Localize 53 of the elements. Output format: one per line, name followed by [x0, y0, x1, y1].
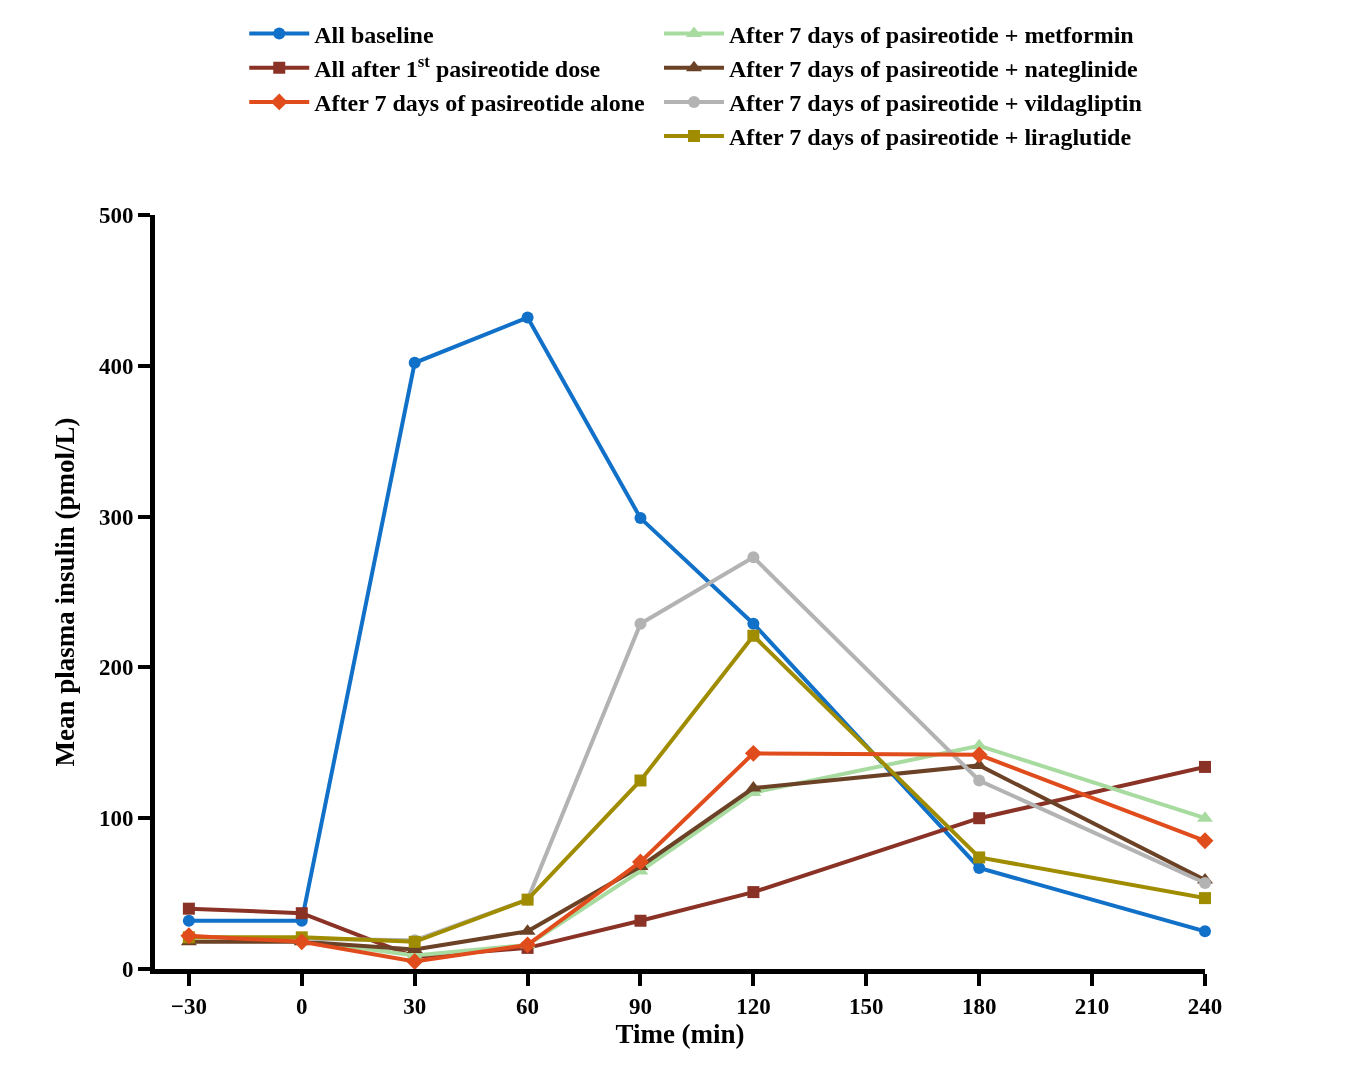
point: [632, 853, 649, 871]
point: [634, 914, 647, 927]
x-tick-label: 120: [736, 993, 771, 1019]
point: [973, 812, 986, 825]
y-tick-label: 400: [98, 353, 134, 379]
x-tick-label: 90: [628, 993, 652, 1019]
legend-label: After 7 days of pasireotide + nateglinide: [729, 56, 1139, 83]
point: [182, 914, 195, 927]
y-tick-label: 200: [98, 655, 134, 681]
point: [747, 617, 760, 630]
y-tick-label: 500: [98, 203, 134, 229]
legend-label: After 7 days of pasireotide alone: [314, 90, 646, 117]
x-axis-title: Time (min): [615, 1019, 745, 1049]
point: [747, 886, 760, 899]
y-tick-label: 100: [98, 806, 134, 832]
point: [295, 907, 308, 920]
legend-label: All baseline: [314, 21, 434, 48]
point: [970, 746, 988, 764]
point: [634, 617, 647, 630]
x-tick-label: 30: [403, 993, 427, 1019]
point: [747, 629, 760, 642]
legend-label: After 7 days of pasireotide + liraglutide: [729, 124, 1132, 151]
point: [1199, 925, 1211, 938]
point: [1199, 760, 1211, 773]
point: [747, 551, 760, 564]
point: [634, 774, 647, 787]
point: [293, 933, 311, 951]
x-tick-label: −30: [170, 993, 207, 1019]
point: [1199, 877, 1211, 890]
point: [1196, 832, 1214, 850]
y-axis-title: Mean plasma insulin (pmol/L): [49, 417, 80, 767]
x-tick-label: 0: [296, 993, 308, 1019]
point: [521, 311, 534, 324]
point: [744, 744, 762, 762]
legend-label: All after 1$^{st}$ pasireotide dose: [314, 52, 601, 83]
point: [182, 902, 195, 915]
legend-label: After 7 days of pasireotide + vildagliptin: [729, 90, 1142, 117]
legend-label: After 7 days of pasireotide + metformin: [729, 21, 1134, 48]
x-tick-label: 150: [849, 993, 884, 1019]
x-tick-label: 210: [1074, 993, 1110, 1019]
point: [973, 774, 986, 787]
point: [519, 936, 537, 954]
x-tick-label: 60: [516, 993, 540, 1019]
point: [406, 953, 424, 970]
point: [408, 356, 421, 369]
x-tick-label: 180: [961, 993, 997, 1019]
point: [180, 927, 198, 945]
y-tick-label: 300: [98, 504, 134, 530]
y-tick-label: 0: [121, 957, 134, 983]
point: [634, 512, 647, 525]
point: [1199, 892, 1211, 905]
point: [973, 851, 986, 864]
x-tick-label: 240: [1187, 993, 1223, 1019]
